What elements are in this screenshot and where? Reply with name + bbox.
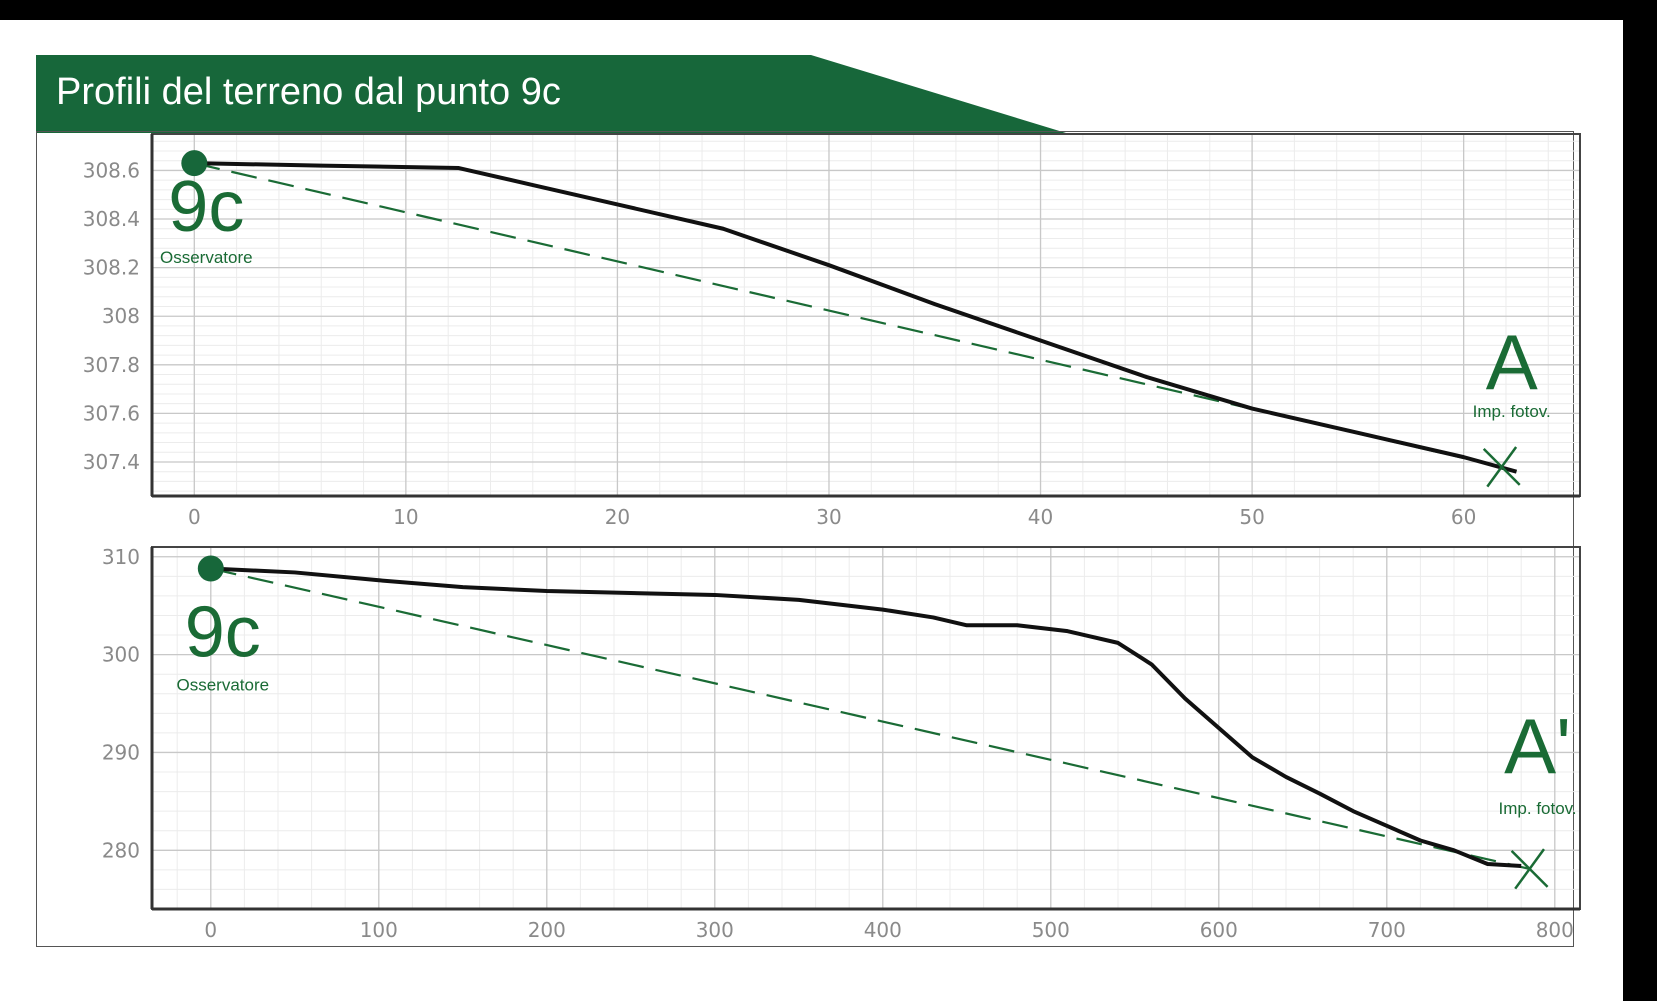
terrain-profile-line (210, 566, 1522, 868)
observer-sublabel: Osservatore (160, 248, 253, 267)
terrain-profile-line (194, 161, 1518, 474)
y-tick-label: 280 (102, 838, 140, 862)
x-tick-label: 10 (393, 505, 418, 529)
target-sublabel: Imp. fotov. (1473, 402, 1551, 421)
x-tick-label: 50 (1239, 505, 1264, 529)
x-tick-label: 40 (1028, 505, 1053, 529)
y-tick-label: 310 (102, 545, 140, 569)
target-sublabel: Imp. fotov. (1499, 799, 1577, 818)
target-marker-stroke (1514, 848, 1546, 890)
target-label: A (1486, 318, 1538, 406)
x-tick-label: 500 (1032, 918, 1070, 942)
chart-2: 280 290 300 310 0 100 200 300 400 500 600 700 800 9c O… (102, 545, 1581, 942)
target-label: A' (1504, 702, 1571, 790)
x-tick-label: 0 (204, 918, 217, 942)
x-tick-label: 100 (360, 918, 398, 942)
y-tick-label: 307.6 (83, 401, 140, 425)
chart-1: 307.4 307.6 307.8 308 308.2 308.4 308.6 0 10 20 30… (83, 133, 1581, 529)
target-marker-stroke (1486, 446, 1518, 488)
observer-marker (181, 150, 208, 177)
y-tick-label: 300 (102, 643, 140, 667)
title-banner: Profili del terreno dal punto 9c (36, 55, 1076, 133)
observer-marker (197, 555, 224, 582)
y-tick-label: 308 (102, 304, 140, 328)
x-tick-label: 20 (605, 505, 630, 529)
x-tick-label: 60 (1451, 505, 1476, 529)
y-tick-label: 307.4 (83, 450, 140, 474)
plot-area-frame (151, 133, 1581, 497)
y-tick-label: 290 (102, 740, 140, 764)
y-tick-label: 308.2 (83, 256, 140, 280)
top-frame-bar (0, 0, 1657, 20)
x-tick-label: 30 (816, 505, 841, 529)
plot-area-frame (151, 546, 1581, 910)
x-tick-label: 300 (696, 918, 734, 942)
y-tick-label: 308.6 (83, 158, 140, 182)
title-banner-shape (36, 55, 1066, 133)
x-tick-label: 400 (864, 918, 902, 942)
x-tick-label: 200 (528, 918, 566, 942)
charts-panel (36, 131, 1574, 947)
observer-sublabel: Osservatore (177, 676, 270, 695)
y-tick-label: 308.4 (83, 207, 140, 231)
right-frame-bar (1623, 0, 1657, 1001)
sightline (210, 567, 1530, 870)
x-tick-label: 700 (1368, 918, 1406, 942)
x-tick-label: 600 (1200, 918, 1238, 942)
observer-label: 9c (185, 593, 261, 673)
observer-label: 9c (168, 167, 244, 247)
x-tick-label: 0 (188, 505, 201, 529)
y-tick-label: 307.8 (83, 353, 140, 377)
page-title: Profili del terreno dal punto 9c (56, 71, 561, 113)
x-tick-label: 800 (1536, 918, 1574, 942)
